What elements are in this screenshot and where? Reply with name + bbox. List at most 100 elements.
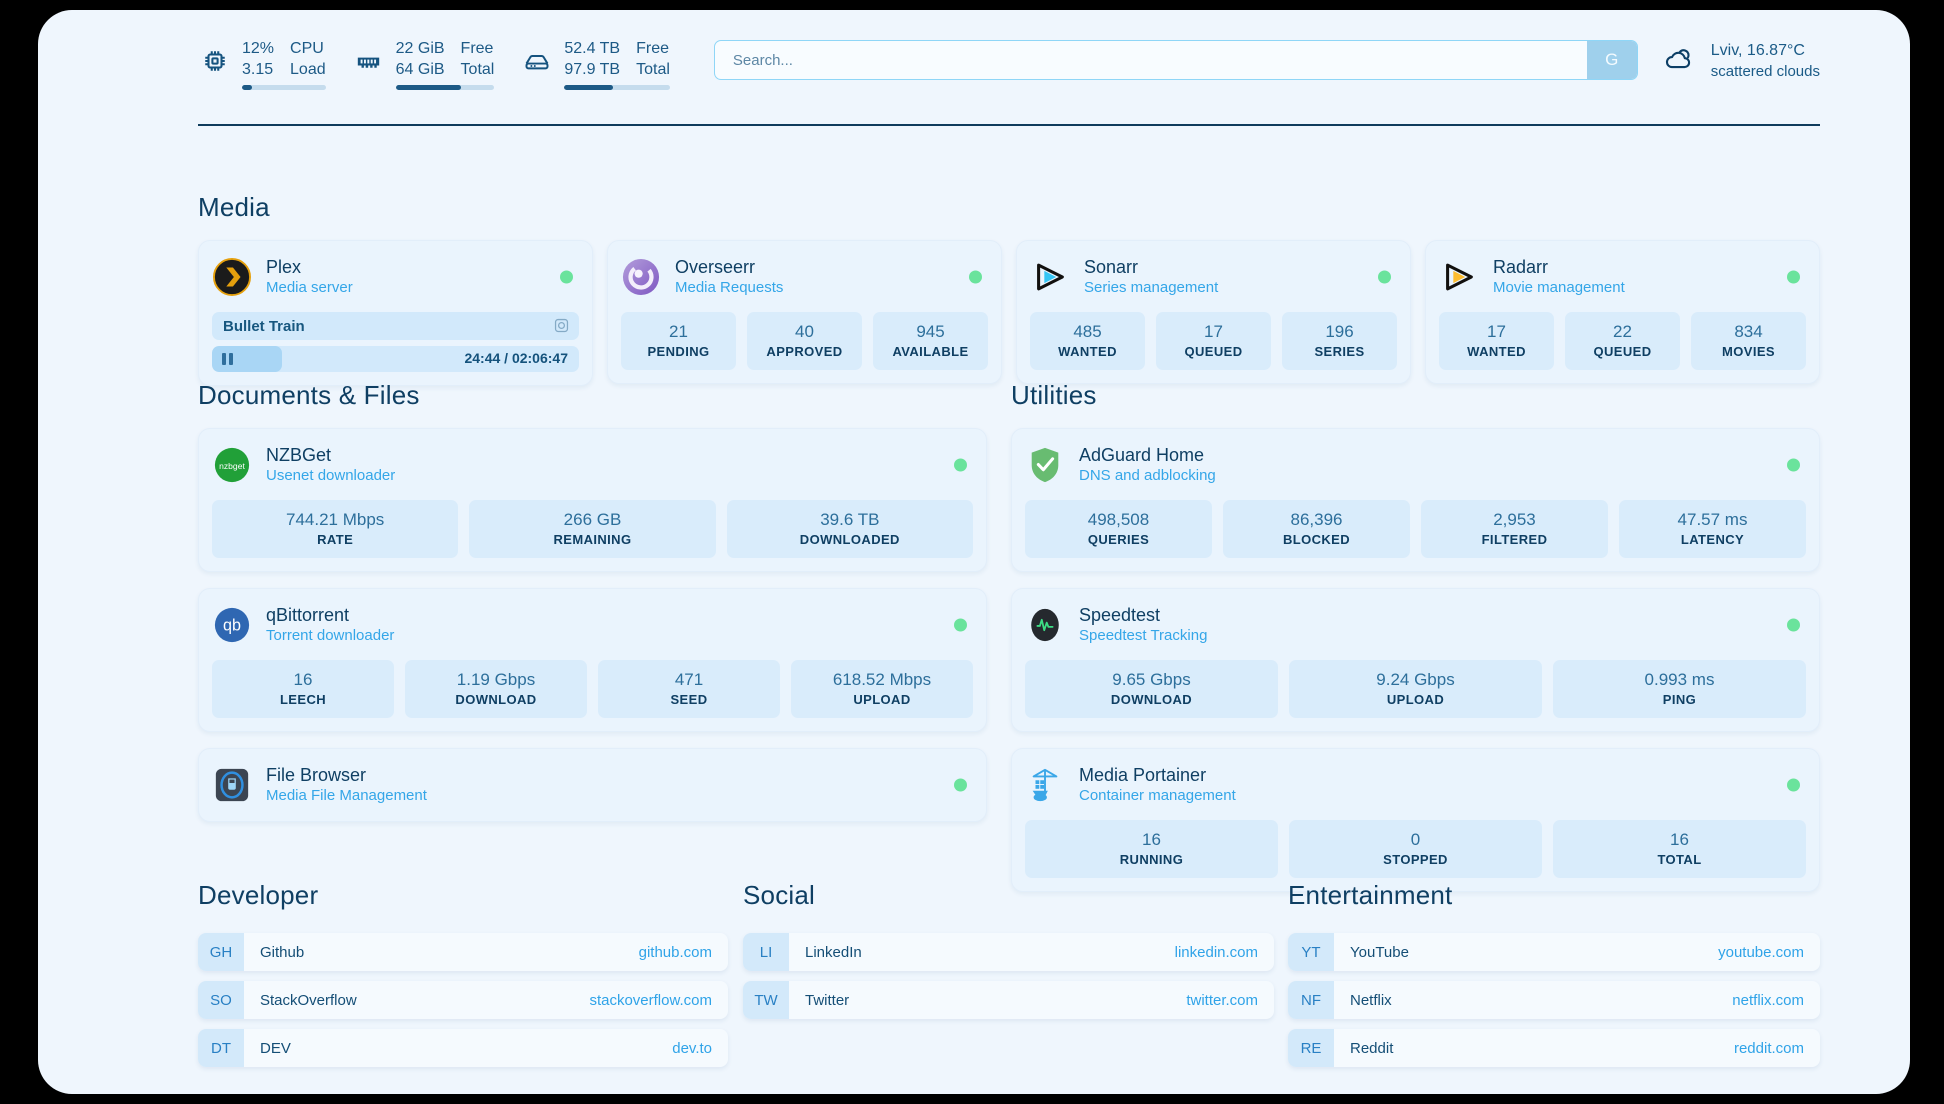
pause-icon[interactable] [222, 353, 233, 365]
stat-value: 9.65 Gbps [1112, 670, 1191, 689]
stat-label: REMAINING [553, 532, 632, 547]
stat-item: 21 PENDING [621, 312, 736, 370]
stat-value: 618.52 Mbps [832, 670, 932, 689]
card-title: AdGuard Home [1079, 445, 1205, 465]
bookmark-item-twitter[interactable]: TW Twitter twitter.com [743, 981, 1274, 1019]
service-card-nzbget[interactable]: nzbget NZBGet Usenet downloader 744.21 M… [198, 428, 987, 572]
stat-item: 744.21 Mbps RATE [212, 500, 459, 558]
stat-label: UPLOAD [1386, 692, 1445, 707]
stat-label: LATENCY [1680, 532, 1745, 547]
card-subtitle: Series management [1084, 279, 1219, 296]
stat-label: QUEUED [1184, 344, 1243, 359]
card-subtitle: Media Requests [675, 279, 784, 296]
bookmark-badge: TW [743, 981, 789, 1019]
bookmark-name: Netflix [1350, 991, 1392, 1009]
bookmark-item-dev[interactable]: DT DEV dev.to [198, 1029, 728, 1067]
service-card-plex[interactable]: Plex Media server Bullet Train [198, 240, 593, 386]
bookmark-name: DEV [260, 1039, 291, 1057]
status-badge-online [1787, 270, 1800, 284]
stat-value: 16 [1142, 830, 1161, 849]
card-subtitle: Media File Management [266, 787, 427, 804]
stat-label: AVAILABLE [892, 344, 969, 359]
card-stats: 744.21 Mbps RATE 266 GB REMAINING 39.6 T… [212, 500, 973, 558]
speedtest-logo [1025, 605, 1065, 645]
service-card-sonarr[interactable]: Sonarr Series management 485 WANTED 17 Q… [1016, 240, 1411, 384]
bookmark-group-entertainment: Entertainment YT YouTube youtube.com NF … [1288, 880, 1820, 1077]
cast-icon[interactable] [553, 317, 570, 338]
search-input[interactable] [714, 41, 1587, 79]
stat-label: LEECH [279, 692, 327, 707]
weather-condition: scattered clouds [1710, 63, 1820, 80]
stat-label: STOPPED [1383, 852, 1448, 867]
card-subtitle: Container management [1079, 787, 1236, 804]
bookmark-badge: GH [198, 933, 244, 971]
stat-item: 86,396 BLOCKED [1223, 500, 1410, 558]
memory-usage-bar [395, 85, 495, 90]
stat-item: 834 MOVIES [1691, 312, 1806, 370]
stat-item: 0.993 ms PING [1553, 660, 1806, 718]
stat-item: 0 STOPPED [1289, 820, 1542, 878]
documents-files-section: Documents & Files nzbget NZBGet Usenet d… [198, 380, 987, 822]
card-stats: 17 WANTED 22 QUEUED 834 MOVIES [1439, 312, 1806, 370]
bookmark-badge: NF [1288, 981, 1334, 1019]
stat-item: 2,953 FILTERED [1421, 500, 1608, 558]
bookmark-item-netflix[interactable]: NF Netflix netflix.com [1288, 981, 1820, 1019]
card-title: NZBGet [266, 445, 332, 465]
stat-item: 498,508 QUERIES [1025, 500, 1212, 558]
stat-label: QUERIES [1087, 532, 1150, 547]
bookmark-item-reddit[interactable]: RE Reddit reddit.com [1288, 1029, 1820, 1067]
card-subtitle: Speedtest Tracking [1079, 627, 1208, 644]
bookmark-item-youtube[interactable]: YT YouTube youtube.com [1288, 933, 1820, 971]
card-subtitle: Torrent downloader [266, 627, 395, 644]
card-subtitle: Movie management [1493, 279, 1625, 296]
bookmark-item-github[interactable]: GH Github github.com [198, 933, 728, 971]
card-title: Overseerr [675, 257, 756, 277]
service-card-speedtest[interactable]: Speedtest Speedtest Tracking 9.65 Gbps D… [1011, 588, 1820, 732]
card-stats: 485 WANTED 17 QUEUED 196 SERIES [1030, 312, 1397, 370]
weather-widget[interactable]: Lviv, 16.87°C scattered clouds [1660, 40, 1820, 82]
stat-item: 618.52 Mbps UPLOAD [791, 660, 973, 718]
now-playing-time: 24:44 / 02:06:47 [464, 350, 568, 366]
now-playing-progress-bar[interactable]: 24:44 / 02:06:47 [212, 346, 579, 372]
stat-value: 945 [916, 322, 945, 341]
service-card-media-portainer[interactable]: Media Portainer Container management 16 … [1011, 748, 1820, 892]
google-search-icon[interactable]: G [1586, 41, 1637, 79]
bookmark-badge: DT [198, 1029, 244, 1067]
stat-label: DOWNLOAD [455, 692, 537, 707]
stat-value: 22 [1613, 322, 1632, 341]
status-badge-online [969, 270, 982, 284]
bookmark-item-linkedin[interactable]: LI LinkedIn linkedin.com [743, 933, 1274, 971]
cpu-col-labels: CPU Load [290, 38, 326, 80]
stat-item: 485 WANTED [1030, 312, 1145, 370]
card-subtitle: Usenet downloader [266, 467, 396, 484]
stat-label: PING [1662, 692, 1697, 707]
service-card-qbittorrent[interactable]: qb qBittorrent Torrent downloader 16 LEE… [198, 588, 987, 732]
cpu-label-top: CPU [290, 40, 324, 57]
card-subtitle: DNS and adblocking [1079, 467, 1216, 484]
stat-item: 16 TOTAL [1553, 820, 1806, 878]
utilities-section: Utilities AdGuard Home DNS and adblockin… [1011, 380, 1820, 892]
bookmark-url: dev.to [672, 1039, 712, 1057]
service-card-adguard-home[interactable]: AdGuard Home DNS and adblocking 498,508 … [1011, 428, 1820, 572]
memory-col-labels: Free Total [461, 38, 495, 80]
qbittorrent-logo: qb [212, 605, 252, 645]
adguard-logo [1025, 445, 1065, 485]
service-card-overseerr[interactable]: Overseerr Media Requests 21 PENDING 40 A… [607, 240, 1002, 384]
card-title: Radarr [1493, 257, 1549, 277]
bookmark-badge: RE [1288, 1029, 1334, 1067]
status-badge-online [1787, 618, 1800, 632]
cpu-col-usage: 12% 3.15 [242, 38, 274, 80]
service-card-file-browser[interactable]: File Browser Media File Management [198, 748, 987, 822]
radarr-logo [1439, 257, 1479, 297]
search-bar[interactable]: G [713, 40, 1638, 80]
service-card-radarr[interactable]: Radarr Movie management 17 WANTED 22 QUE… [1425, 240, 1820, 384]
stat-label: WANTED [1058, 344, 1117, 359]
filebrowser-logo [212, 765, 252, 805]
stat-item: 9.24 Gbps UPLOAD [1289, 660, 1542, 718]
section-title-media: Media [198, 192, 270, 222]
stat-label: MOVIES [1722, 344, 1775, 359]
card-stats: 16 LEECH 1.19 Gbps DOWNLOAD 471 SEED 618… [212, 660, 973, 718]
top-bar: 12% 3.15 CPU Load [198, 38, 1820, 108]
bookmark-item-stackoverflow[interactable]: SO StackOverflow stackoverflow.com [198, 981, 728, 1019]
cpu-usage-bar [242, 85, 326, 90]
